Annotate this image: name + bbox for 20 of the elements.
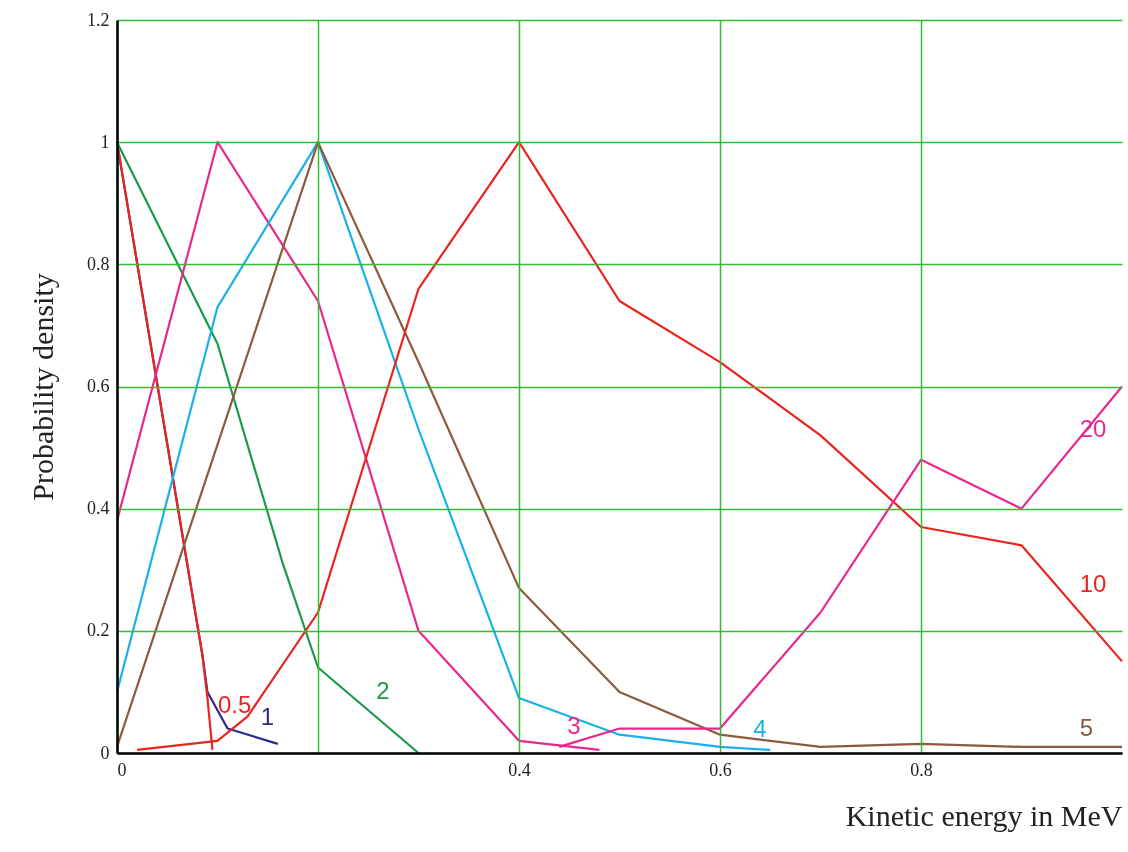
series-label: 2 <box>376 677 390 705</box>
y-tick-label: 0.6 <box>87 376 110 396</box>
x-tick-label: 0 <box>117 759 127 780</box>
series-label: 0.5 <box>217 690 252 718</box>
y-tick-label: 1.2 <box>87 9 110 30</box>
series-label: 5 <box>1079 713 1094 741</box>
y-tick-label: 0 <box>100 742 110 763</box>
series-label: 3 <box>567 712 581 740</box>
series-label: 10 <box>1079 570 1107 598</box>
y-tick-label: 0.4 <box>87 498 110 519</box>
y-axis-title: Probability density <box>26 273 59 501</box>
y-tick-label: 0.2 <box>87 620 110 641</box>
y-tick-label: 1 <box>100 131 110 152</box>
x-tick-label: 0.4 <box>508 759 531 780</box>
x-tick-label: 0.8 <box>910 759 933 780</box>
x-axis-title: Kinetic energy in MeV <box>845 798 1123 832</box>
y-tick-label: 0.8 <box>87 253 110 274</box>
series-label: 1 <box>260 703 275 731</box>
series-label: 4 <box>753 715 767 743</box>
x-tick-label: 0.6 <box>709 759 732 780</box>
